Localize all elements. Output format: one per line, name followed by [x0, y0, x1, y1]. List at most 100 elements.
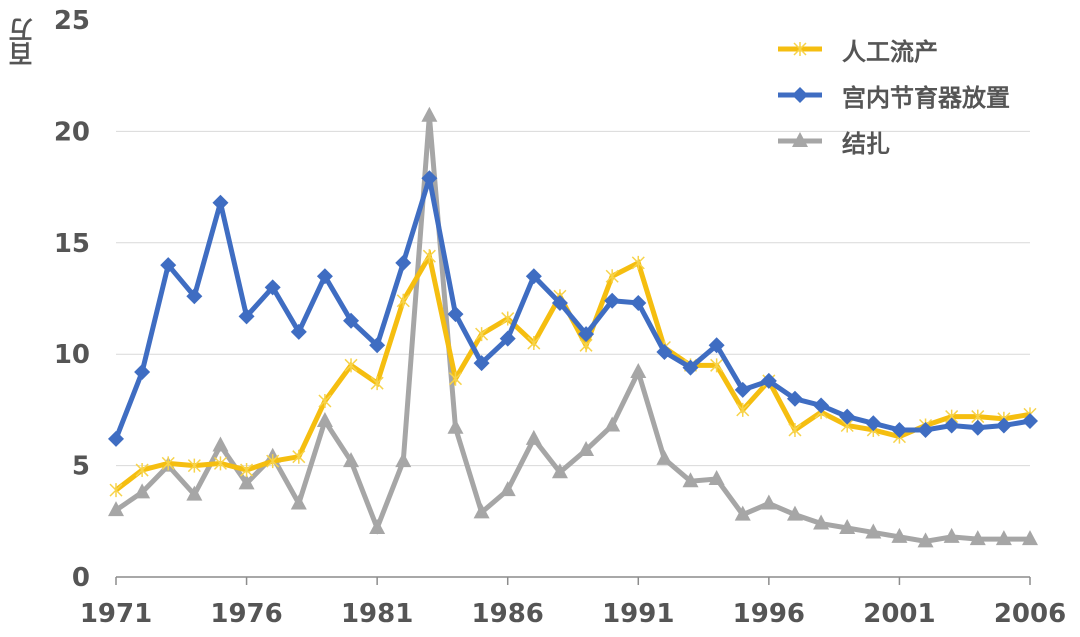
data-point	[891, 421, 908, 438]
data-point	[501, 311, 515, 326]
data-point	[760, 494, 777, 510]
data-point	[891, 527, 908, 543]
data-point	[290, 323, 307, 340]
data-point	[369, 337, 386, 354]
data-point	[839, 518, 856, 534]
x-tick-label: 2001	[863, 599, 935, 629]
data-point	[734, 381, 751, 398]
y-axis-label: 百万	[9, 18, 37, 66]
x-tick-label: 1981	[341, 599, 413, 629]
data-point	[969, 530, 986, 546]
series-line	[114, 249, 1031, 493]
legend-marker	[792, 132, 808, 147]
data-point	[421, 106, 438, 122]
data-point	[369, 518, 386, 534]
data-point	[708, 337, 725, 354]
legend: 人工流产 宫内节育器放置 结扎	[778, 26, 1010, 164]
data-point	[656, 343, 673, 360]
series-line	[114, 115, 1030, 544]
gridlines	[116, 130, 1030, 467]
data-point	[186, 288, 203, 305]
data-point	[969, 419, 986, 436]
data-point	[161, 456, 175, 471]
y-tick-label: 5	[72, 452, 90, 482]
data-point	[682, 359, 699, 376]
data-point	[786, 390, 803, 407]
data-point	[422, 249, 436, 264]
data-point	[316, 268, 333, 285]
data-point	[108, 430, 124, 447]
data-point	[604, 416, 621, 432]
y-tick-label: 20	[54, 117, 90, 147]
data-point	[813, 514, 830, 530]
y-axis-ticks: 0 5 10 15 20 25	[54, 6, 90, 593]
data-point	[186, 485, 203, 501]
data-point	[213, 456, 227, 471]
data-point	[736, 402, 750, 417]
data-point	[995, 530, 1012, 546]
data-point	[1022, 530, 1038, 546]
x-tick-label: 1996	[733, 599, 805, 629]
series-group	[108, 106, 1038, 548]
data-point	[395, 452, 412, 468]
data-point	[238, 308, 255, 325]
data-point	[734, 505, 751, 521]
data-point	[448, 371, 463, 386]
data-point	[473, 503, 490, 519]
data-point	[1022, 413, 1038, 430]
data-point	[134, 364, 151, 381]
data-point	[421, 170, 438, 187]
data-point	[917, 421, 934, 438]
data-point	[995, 417, 1012, 434]
legend-marker	[792, 87, 808, 103]
data-point	[343, 312, 360, 329]
data-point	[786, 505, 803, 521]
legend-swatch-abortion-icon	[778, 42, 822, 56]
data-point	[160, 257, 177, 274]
data-point	[109, 483, 123, 498]
data-point	[551, 294, 568, 311]
data-point	[813, 397, 830, 414]
data-point	[264, 279, 281, 296]
data-point	[710, 358, 724, 373]
data-point	[525, 268, 542, 285]
data-point	[943, 527, 960, 543]
data-point	[578, 441, 595, 457]
data-point	[551, 463, 568, 479]
data-point	[238, 474, 255, 490]
data-point	[525, 429, 542, 445]
y-tick-label: 10	[54, 340, 90, 370]
legend-item-sterilization: 结扎	[778, 118, 1010, 164]
y-tick-label: 25	[54, 6, 90, 36]
data-point	[240, 463, 254, 478]
data-point	[631, 255, 645, 270]
data-point	[708, 469, 725, 485]
legend-marker	[793, 42, 807, 56]
series-1	[108, 170, 1038, 447]
data-point	[865, 523, 882, 539]
data-point	[760, 372, 777, 389]
data-point	[788, 422, 802, 437]
data-point	[134, 483, 151, 499]
data-point	[447, 418, 464, 434]
data-point	[839, 408, 856, 425]
y-tick-label: 15	[54, 229, 90, 259]
data-point	[630, 294, 647, 311]
data-point	[266, 454, 280, 469]
x-tick-label: 1986	[472, 599, 544, 629]
data-point	[447, 306, 464, 323]
data-point	[917, 532, 934, 548]
data-point	[343, 452, 360, 468]
series-line	[113, 177, 1031, 440]
legend-item-iud: 宫内节育器放置	[778, 72, 1010, 118]
x-tick-label: 1976	[210, 599, 282, 629]
data-point	[527, 336, 541, 351]
legend-swatch-iud-icon	[778, 87, 822, 103]
data-point	[290, 494, 307, 510]
legend-label: 宫内节育器放置	[842, 83, 1010, 112]
data-point	[370, 376, 384, 391]
data-point	[135, 463, 149, 478]
data-point	[292, 449, 306, 464]
series-2	[108, 106, 1038, 548]
